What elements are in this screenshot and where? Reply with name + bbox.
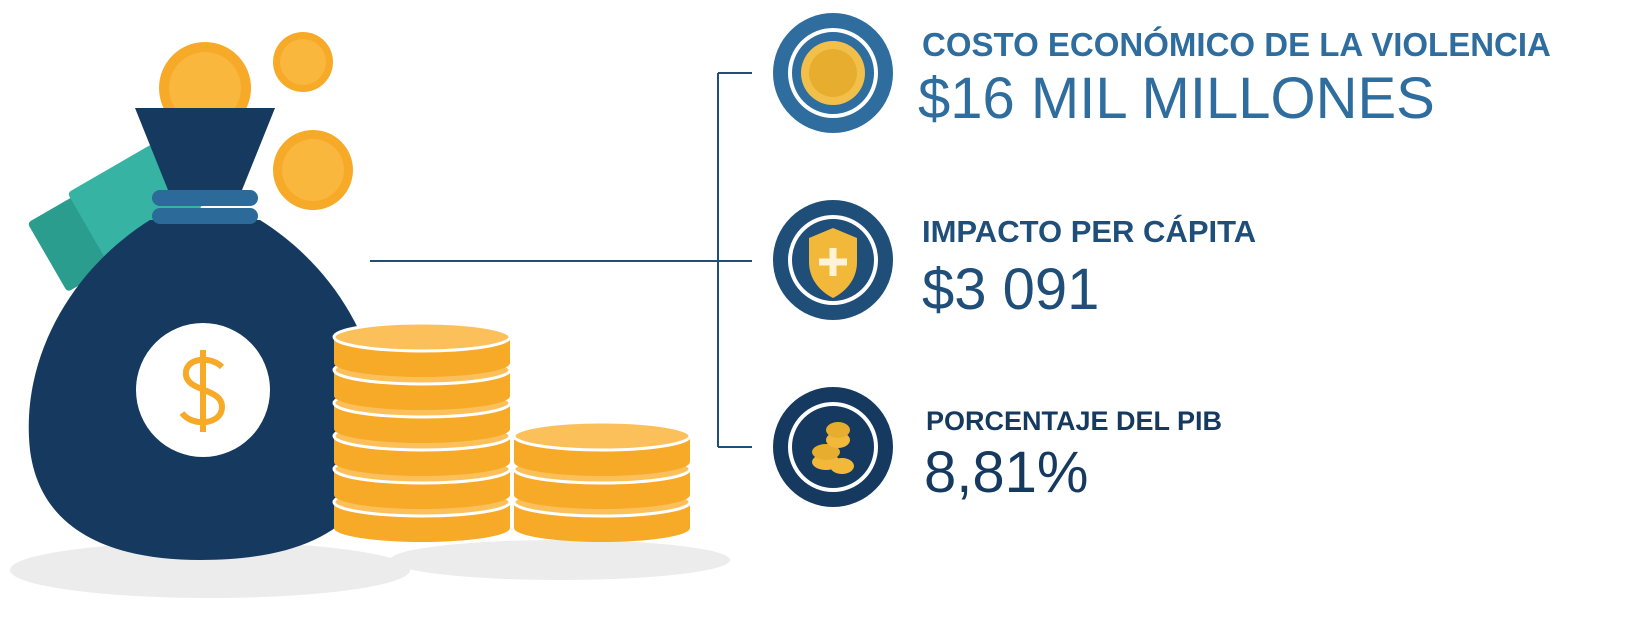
coin-stacks (334, 323, 690, 542)
coin-layer (334, 349, 510, 377)
coin-layer (334, 481, 510, 509)
bag-tie (152, 190, 258, 206)
bag-tie (152, 208, 258, 224)
coin-layer (334, 514, 510, 542)
coin-layer (514, 422, 690, 450)
item-label: PORCENTAJE DEL PIB (926, 406, 1222, 436)
infographic: COSTO ECONÓMICO DE LA VIOLENCIA $16 MIL … (0, 0, 1639, 624)
item-label: COSTO ECONÓMICO DE LA VIOLENCIA (922, 26, 1551, 63)
item-value: $16 MIL MILLONES (918, 66, 1435, 131)
coin-layer (514, 514, 690, 542)
page-body: {"items": [ {"label": "COSTO ECONÓMICO D… (0, 0, 1639, 624)
item-value: $3 091 (922, 257, 1099, 322)
coin-layer (334, 415, 510, 443)
shadow (390, 540, 730, 580)
coin-layer (334, 382, 510, 410)
icon (773, 387, 893, 507)
coin-layer (334, 323, 510, 351)
icon (773, 13, 893, 133)
icon (773, 200, 893, 320)
coin (280, 39, 326, 85)
page: Costo económico de la violencia html, bo… (0, 0, 1639, 624)
coin-layer (514, 448, 690, 476)
item-value: 8,81% (924, 440, 1088, 505)
coin (282, 139, 344, 201)
coin-layer (334, 448, 510, 476)
item-label: IMPACTO PER CÁPITA (922, 214, 1256, 249)
coin-layer (514, 481, 690, 509)
